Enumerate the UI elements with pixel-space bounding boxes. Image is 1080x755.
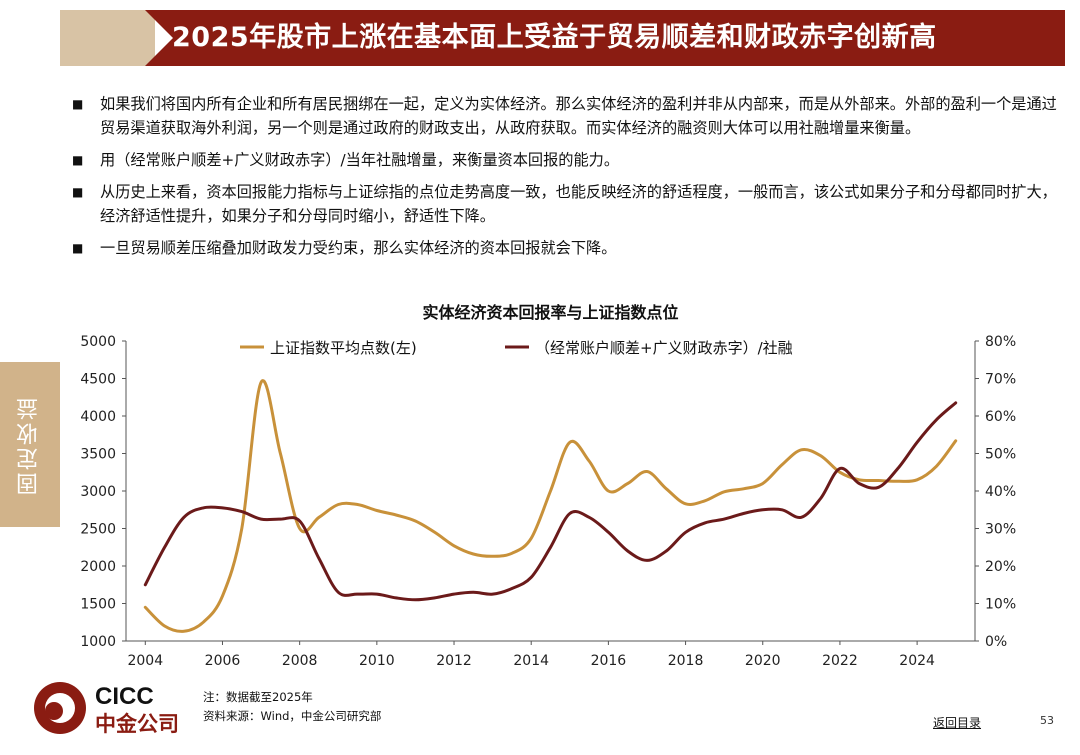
y-right-tick-label: 10%	[985, 597, 1016, 613]
cicc-logo-icon	[34, 682, 86, 734]
logo-text-en: CICC	[95, 683, 154, 710]
y-left-tick-label: 5000	[80, 334, 116, 350]
y-right-tick-label: 50%	[985, 447, 1016, 463]
y-right-tick-label: 80%	[985, 334, 1016, 350]
bullet-square-icon: ■	[72, 153, 84, 167]
x-tick-label: 2022	[822, 653, 858, 669]
x-tick-label: 2018	[668, 653, 704, 669]
bullet-text: 如果我们将国内所有企业和所有居民捆绑在一起，定义为实体经济。那么实体经济的盈利并…	[100, 95, 1057, 137]
title-accent-block	[60, 10, 155, 66]
side-tab: 固定收益	[0, 362, 60, 527]
series-line-shanghai-index	[143, 379, 958, 633]
y-left-tick-label: 3000	[80, 484, 116, 500]
page-number: 53	[1040, 714, 1054, 727]
bullet-text: 一旦贸易顺差压缩叠加财政发力受约束，那么实体经济的资本回报就会下降。	[100, 239, 617, 257]
y-right-tick-label: 40%	[985, 484, 1016, 500]
bullet-item: ■ 如果我们将国内所有企业和所有居民捆绑在一起，定义为实体经济。那么实体经济的盈…	[72, 92, 1062, 140]
x-tick-label: 2008	[282, 653, 318, 669]
y-right-tick-label: 0%	[985, 634, 1007, 650]
back-to-contents-link[interactable]: 返回目录	[933, 716, 982, 730]
bullet-text: 用（经常账户顺差+广义财政赤字）/当年社融增量，来衡量资本回报的能力。	[100, 151, 620, 169]
x-tick-label: 2004	[127, 653, 163, 669]
series-line-capital-return	[143, 401, 958, 602]
x-tick-label: 2016	[591, 653, 627, 669]
y-left-tick-label: 2500	[80, 522, 116, 538]
page-title: 2025年股市上涨在基本面上受益于贸易顺差和财政赤字创新高	[172, 22, 937, 53]
x-tick-label: 2014	[513, 653, 549, 669]
y-left-tick-label: 4500	[80, 372, 116, 388]
x-tick-label: 2010	[359, 653, 395, 669]
x-tick-label: 2006	[205, 653, 241, 669]
bullet-item: ■ 一旦贸易顺差压缩叠加财政发力受约束，那么实体经济的资本回报就会下降。	[72, 236, 1062, 260]
y-right-tick-label: 30%	[985, 522, 1016, 538]
bullet-square-icon: ■	[72, 97, 84, 111]
y-left-tick-label: 3500	[80, 447, 116, 463]
y-right-tick-label: 20%	[985, 559, 1016, 575]
chart-title: 实体经济资本回报率与上证指数点位	[422, 303, 678, 322]
x-tick-label: 2012	[436, 653, 472, 669]
y-right-tick-label: 70%	[985, 372, 1016, 388]
bullet-square-icon: ■	[72, 241, 84, 255]
y-left-tick-label: 1500	[80, 597, 116, 613]
x-tick-label: 2024	[899, 653, 935, 669]
bullet-square-icon: ■	[72, 185, 84, 199]
bullet-item: ■ 用（经常账户顺差+广义财政赤字）/当年社融增量，来衡量资本回报的能力。	[72, 148, 1062, 172]
footnote-note: 注：数据截至2025年	[203, 690, 313, 704]
y-left-tick-label: 4000	[80, 409, 116, 425]
line-chart: 实体经济资本回报率与上证指数点位 1000 1500 2000 2500 3000 3500…	[80, 303, 1016, 669]
legend-label: （经常账户顺差+广义财政赤字）/社融	[535, 339, 793, 357]
x-tick-label: 2020	[745, 653, 781, 669]
bullet-text: 从历史上来看，资本回报能力指标与上证综指的点位走势高度一致，也能反映经济的舒适程…	[100, 183, 1057, 225]
y-left-tick-label: 2000	[80, 559, 116, 575]
title-banner	[145, 10, 1065, 66]
footnote: 注：数据截至2025年 资料来源：Wind，中金公司研究部	[203, 688, 381, 726]
logo-text-cn: 中金公司	[95, 712, 179, 736]
bullet-item: ■ 从历史上来看，资本回报能力指标与上证综指的点位走势高度一致，也能反映经济的舒…	[72, 180, 1062, 228]
bullet-list: ■ 如果我们将国内所有企业和所有居民捆绑在一起，定义为实体经济。那么实体经济的盈…	[72, 92, 1062, 268]
legend-label: 上证指数平均点数(左)	[270, 339, 417, 357]
y-left-tick-label: 1000	[80, 634, 116, 650]
y-right-tick-label: 60%	[985, 409, 1016, 425]
footnote-source: 资料来源：Wind，中金公司研究部	[203, 709, 382, 723]
